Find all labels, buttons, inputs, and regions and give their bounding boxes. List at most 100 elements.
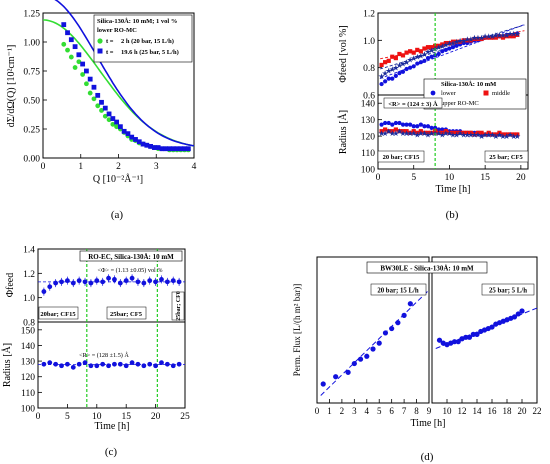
chart-b-top-point-2-5: ★ <box>396 61 403 70</box>
chart-c-top-ytick-label-3: 1.4 <box>23 246 35 256</box>
chart-b-top-point-1-8 <box>408 49 413 54</box>
chart-b-bottom-point-1-22 <box>458 130 463 135</box>
chart-b-top-ytick-label-0: 0.6 <box>363 92 375 102</box>
chart-d-right-point-8 <box>466 334 473 340</box>
chart-b-top-point-0-14 <box>429 54 434 59</box>
chart-b-bottom-point-2-8: ★ <box>407 129 414 138</box>
chart-b-bottom-point-0-2 <box>386 120 391 126</box>
chart-b-top-point-1-30 <box>486 35 491 40</box>
chart-d-right-xtick-label-5: 20 <box>518 406 528 416</box>
chart-b-top-point-0-5 <box>397 71 402 76</box>
chart-b-top-point-2-36: ★ <box>507 30 514 39</box>
chart-b-bottom-point-1-11 <box>418 129 423 134</box>
chart-c-top-mean: <Φ> = (1.13 ±0.05) vol % <box>98 267 163 274</box>
chart-b-bottom-ytick-label-2: 120 <box>361 133 376 143</box>
chart-b-bottom-point-2-5: ★ <box>396 127 403 136</box>
chart-c-bottom-ytick-label-4: 140 <box>21 342 36 352</box>
chart-b-legend-title: Silica-130Å: 10 mM <box>441 80 496 88</box>
chart-a-point-1-19 <box>133 137 138 142</box>
chart-d-title-box: BW30LE - Silica-130Å: 10 mM <box>366 261 488 274</box>
chart-c-bottom-point-15 <box>129 360 135 366</box>
chart-c-bottom-point-3 <box>59 363 64 369</box>
chart-b-bottom-point-1-32 <box>493 132 498 137</box>
chart-b-bottom-point-2-12: ★ <box>421 129 428 138</box>
chart-b-top-point-2-11: ★ <box>417 51 424 60</box>
chart-a-point-1-24 <box>151 145 157 150</box>
chart-c-bottom-point-20 <box>159 360 164 366</box>
chart-c-bottom-point-1 <box>47 360 53 366</box>
chart-a-point-1-7 <box>87 76 93 82</box>
chart-b-bottom-point-2-6: ★ <box>399 129 406 138</box>
chart-b-top-point-1-6 <box>400 53 406 58</box>
chart-d-left-xtick-label-8: 8 <box>414 406 419 416</box>
chart-a-point-1-23 <box>148 144 153 149</box>
chart-c-top-point-17 <box>141 280 147 286</box>
chart-b-top-point-2-35: ★ <box>503 31 510 40</box>
chart-b-bottom-point-2-19: ★ <box>446 129 453 138</box>
chart-b-top-point-2-13: ★ <box>424 47 431 56</box>
chart-c-top-ytick-label-0: 0.8 <box>23 319 35 329</box>
chart-a-point-0-0 <box>61 41 67 47</box>
chart-b-top-point-2-38: ★ <box>514 30 521 39</box>
chart-b-top-point-0-4 <box>393 73 398 78</box>
chart-c-bottom-point-16 <box>135 361 141 367</box>
chart-b-top-point-2-19: ★ <box>446 39 453 48</box>
chart-a-legend-t-label-0: t = <box>106 38 114 45</box>
chart-b-top-point-2-20: ★ <box>449 39 456 48</box>
chart-a-point-0-6 <box>84 81 89 87</box>
chart-d-left-frame <box>316 256 430 404</box>
chart-b-bottom-point-2-26: ★ <box>471 130 478 139</box>
chart-a-ylabel: dΣ/dΩ(Q) [10²cm⁻¹] <box>6 45 17 128</box>
chart-b-xlabel: Time [h] <box>436 184 471 195</box>
chart-a-xtick-label-2: 2 <box>116 162 121 172</box>
chart-b-top-point-2-31: ★ <box>489 32 496 41</box>
chart-b-top-point-1-28 <box>479 36 484 42</box>
chart-b-top-point-1-29 <box>483 35 488 40</box>
chart-c-top-point-14 <box>123 278 129 284</box>
chart-c: 0.8 1.0 1.2 1.4 100 110 120 130 140 150 0 5 10 15 20 25… <box>1 246 190 459</box>
chart-d-right-xtick-label-3: 16 <box>488 406 498 416</box>
chart-b-top-point-1-13 <box>425 45 431 50</box>
chart-b-bottom-point-2-1: ★ <box>382 129 389 138</box>
chart-b-bottom-point-2-38: ★ <box>514 132 521 141</box>
chart-b-top-point-2-16: ★ <box>435 43 442 52</box>
chart-c-regime-2-label: 25bar; CF5 <box>110 311 143 318</box>
chart-b-bottom-point-0-10 <box>415 124 420 129</box>
chart-b-bottom-point-2-35: ★ <box>503 132 510 141</box>
chart-d-ylabel: Perm. Flux [L/(h m² bar)] <box>292 284 302 376</box>
chart-b-top-point-2-2: ★ <box>385 66 392 75</box>
chart-b-bottom-point-2-37: ★ <box>510 132 517 141</box>
chart-d-right-frame <box>431 256 538 404</box>
chart-a-legend-subtitle: lower RO-MC <box>97 27 137 34</box>
chart-b-bottom-point-2-16: ★ <box>435 129 442 138</box>
chart-a-point-1-1 <box>65 30 70 36</box>
chart-a-point-1-5 <box>80 61 86 67</box>
chart-b-bottom-point-1-31 <box>490 132 495 137</box>
chart-b-bottom-point-0-13 <box>425 124 431 129</box>
chart-c-top-point-7 <box>82 279 88 285</box>
chart-b-top-point-2-8: ★ <box>407 55 414 64</box>
chart-c-top-point-1 <box>47 284 53 290</box>
chart-d-left-xtick-label-5: 5 <box>377 406 382 416</box>
chart-b-top-point-2-24: ★ <box>464 35 471 44</box>
chart-d-right-label-box: 25 bar; 5 L/h <box>481 283 535 296</box>
chart-d-right-xtick-label-1: 12 <box>458 406 467 416</box>
chart-d-left-xtick-label-3: 3 <box>352 406 357 416</box>
chart-b-bottom-point-1-34 <box>500 132 506 137</box>
chart-b-top-point-0-3 <box>390 76 395 81</box>
chart-b-bottom-point-1-24 <box>465 130 470 135</box>
chart-c-regime-3-label: 25bar; CF0 <box>176 291 182 321</box>
chart-c-top-point-13 <box>117 280 123 286</box>
chart-b-bottom-point-1-10 <box>415 130 420 135</box>
chart-b-bottom-point-2-3: ★ <box>389 129 396 138</box>
chart-a-point-1-9 <box>95 92 101 98</box>
chart-b-top-point-2-12: ★ <box>421 50 428 59</box>
chart-d-left-point-12 <box>407 301 413 307</box>
chart-b-top-point-0-7 <box>404 66 409 72</box>
chart-c-xtick-label-3: 15 <box>121 412 131 422</box>
chart-a-point-0-9 <box>95 103 101 109</box>
chart-a-point-1-22 <box>144 142 150 148</box>
chart-b-bottom-point-1-30 <box>486 130 491 135</box>
chart-c-bottom-point-21 <box>164 361 170 367</box>
chart-c-top-point-15 <box>129 275 135 281</box>
